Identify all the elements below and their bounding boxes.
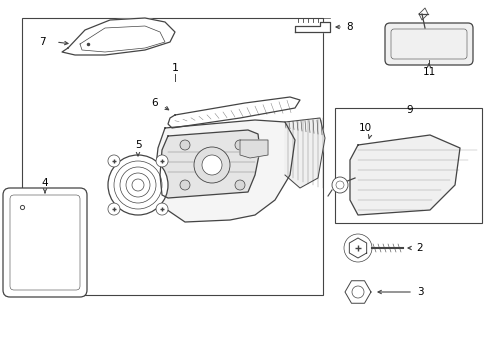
Circle shape [156, 155, 168, 167]
Circle shape [180, 140, 190, 150]
Text: 8: 8 [346, 22, 353, 32]
Polygon shape [155, 120, 294, 222]
Text: 5: 5 [134, 140, 141, 150]
Circle shape [156, 203, 168, 215]
Text: 11: 11 [422, 67, 435, 77]
Polygon shape [168, 97, 299, 128]
Text: 6: 6 [151, 98, 158, 108]
Circle shape [194, 147, 229, 183]
Circle shape [235, 180, 244, 190]
Circle shape [108, 155, 168, 215]
Circle shape [108, 203, 120, 215]
Text: 4: 4 [41, 178, 48, 188]
Circle shape [331, 177, 347, 193]
Polygon shape [240, 140, 267, 158]
Text: 1: 1 [171, 63, 178, 73]
Polygon shape [348, 238, 366, 258]
Text: 2: 2 [416, 243, 423, 253]
Polygon shape [349, 135, 459, 215]
Text: 3: 3 [416, 287, 423, 297]
Text: 10: 10 [358, 123, 371, 133]
Circle shape [235, 140, 244, 150]
Polygon shape [160, 130, 260, 198]
Circle shape [108, 155, 120, 167]
Text: 7: 7 [39, 37, 45, 47]
Circle shape [202, 155, 222, 175]
Polygon shape [294, 22, 329, 32]
Bar [334, 108, 481, 223]
Circle shape [180, 180, 190, 190]
FancyBboxPatch shape [384, 23, 472, 65]
Polygon shape [62, 18, 175, 55]
Polygon shape [285, 118, 325, 188]
Bar [22, 18, 322, 295]
FancyBboxPatch shape [3, 188, 87, 297]
Polygon shape [345, 281, 370, 303]
Text: 9: 9 [406, 105, 412, 115]
